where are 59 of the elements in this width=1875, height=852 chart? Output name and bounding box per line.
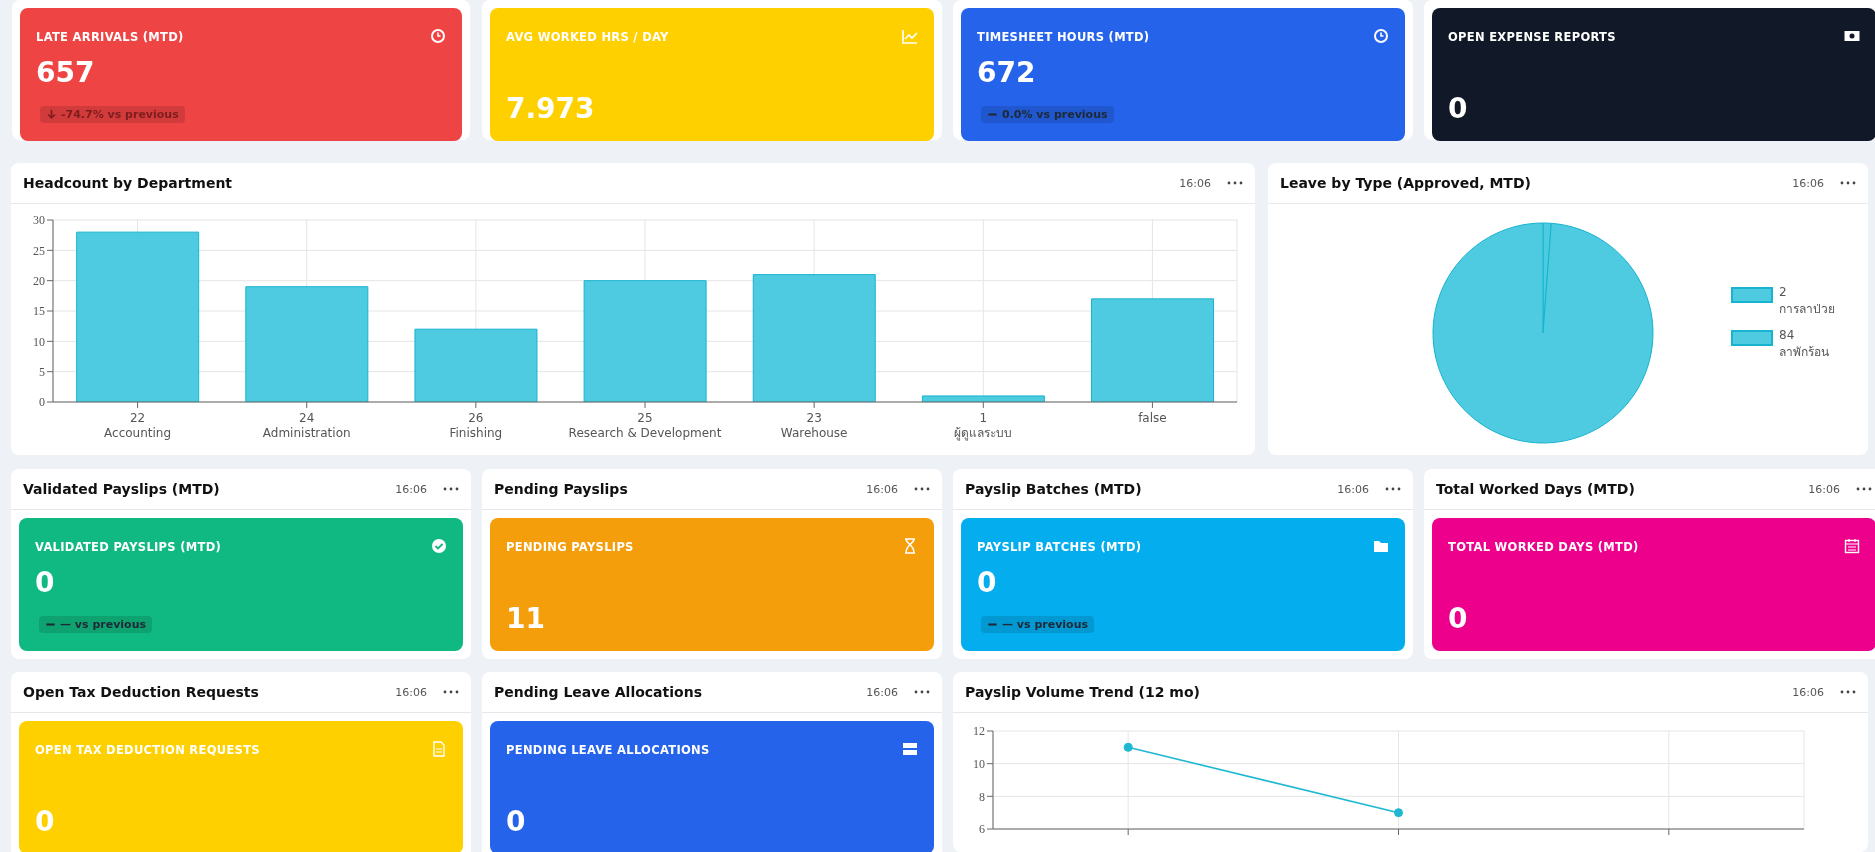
text: 0 bbox=[1448, 602, 1468, 635]
y-tick-label: 0 bbox=[39, 395, 45, 410]
text: — vs previous bbox=[1002, 618, 1089, 631]
text: OPEN TAX DEDUCTION REQUESTS bbox=[35, 743, 260, 757]
text: 16:06 bbox=[866, 685, 898, 699]
x-tick-label: 26 Finishing bbox=[449, 411, 503, 440]
x-tick-label: 22 Accounting bbox=[104, 411, 172, 440]
text: 16:06 bbox=[1337, 482, 1369, 496]
y-tick-label: 6 bbox=[979, 822, 985, 837]
text: -74.7% vs previous bbox=[61, 108, 179, 121]
text: 16:06 bbox=[395, 482, 427, 496]
text: 672 bbox=[977, 56, 1036, 89]
x-tick-label: false bbox=[1138, 411, 1167, 425]
text: 657 bbox=[36, 56, 95, 89]
text: OPEN EXPENSE REPORTS bbox=[1448, 30, 1616, 44]
y-tick-label: 10 bbox=[33, 334, 45, 349]
x-tick-label: 1 ผู้ดูแลระบบ bbox=[954, 411, 1013, 441]
text: — vs previous bbox=[60, 618, 147, 631]
text: VALIDATED PAYSLIPS (MTD) bbox=[35, 540, 222, 554]
text: LATE ARRIVALS (MTD) bbox=[36, 30, 184, 44]
text: Open Tax Deduction Requests bbox=[23, 684, 260, 700]
text: Pending Leave Allocations bbox=[494, 684, 703, 700]
y-tick-label: 20 bbox=[33, 273, 45, 288]
legend-label: 84 ลาพักร้อน bbox=[1779, 328, 1829, 361]
text: TOTAL WORKED DAYS (MTD) bbox=[1448, 540, 1639, 554]
y-tick-label: 10 bbox=[973, 756, 985, 771]
text: 0 bbox=[1448, 92, 1468, 125]
text: PENDING LEAVE ALLOCATIONS bbox=[506, 743, 710, 757]
text: 16:06 bbox=[1179, 176, 1211, 190]
text: 16:06 bbox=[1792, 685, 1824, 699]
text: Total Worked Days (MTD) bbox=[1436, 481, 1636, 497]
y-tick-label: 15 bbox=[33, 304, 45, 319]
y-tick-label: 8 bbox=[979, 789, 985, 804]
text: 7.973 bbox=[506, 92, 595, 125]
text: AVG WORKED HRS / DAY bbox=[506, 30, 669, 44]
y-tick-label: 12 bbox=[973, 724, 985, 739]
x-tick-label: 24 Administration bbox=[262, 411, 351, 440]
chart-title: Headcount by Department bbox=[23, 175, 234, 191]
legend-label: 2 การลาป่วย bbox=[1779, 285, 1835, 318]
text: TIMESHEET HOURS (MTD) bbox=[977, 30, 1150, 44]
text: 16:06 bbox=[866, 482, 898, 496]
text: 0 bbox=[506, 805, 526, 838]
text: Pending Payslips bbox=[494, 481, 629, 497]
x-tick-label: 23 Warehouse bbox=[780, 411, 848, 440]
text: 0.0% vs previous bbox=[1002, 108, 1108, 121]
y-tick-label: 25 bbox=[33, 243, 45, 258]
text: PENDING PAYSLIPS bbox=[506, 540, 634, 554]
text: Payslip Batches (MTD) bbox=[965, 481, 1143, 497]
text: 11 bbox=[506, 602, 545, 635]
x-tick-label: 25 Research & Development bbox=[568, 411, 722, 440]
y-tick-label: 30 bbox=[33, 213, 45, 228]
text: 16:06 bbox=[395, 685, 427, 699]
chart-title: Leave by Type (Approved, MTD) bbox=[1280, 175, 1532, 191]
text: 16:06 bbox=[1792, 176, 1824, 190]
y-tick-label: 5 bbox=[39, 364, 45, 379]
text: 16:06 bbox=[1808, 482, 1840, 496]
text: Validated Payslips (MTD) bbox=[23, 481, 221, 497]
text: PAYSLIP BATCHES (MTD) bbox=[977, 540, 1142, 554]
chart-title: Payslip Volume Trend (12 mo) bbox=[965, 684, 1201, 700]
